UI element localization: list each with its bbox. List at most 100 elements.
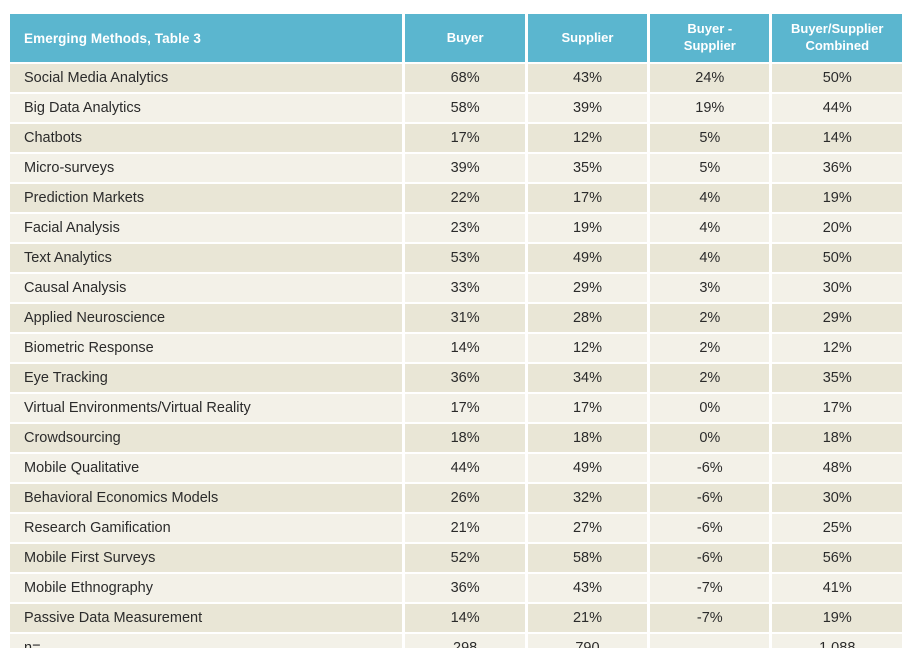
value-cell: 19%: [650, 94, 770, 122]
table-row: Virtual Environments/Virtual Reality 17% 1…: [10, 394, 902, 422]
value-cell: 17%: [527, 184, 648, 212]
value-cell: 3%: [650, 274, 770, 302]
method-cell: Behavioral Economics Models: [10, 484, 403, 512]
method-cell: Research Gamification: [10, 514, 403, 542]
value-cell: 36%: [405, 574, 525, 602]
table-row: Chatbots 17% 12% 5% 14%: [10, 124, 902, 152]
value-cell: -6%: [650, 514, 770, 542]
table-row: Applied Neuroscience 31% 28% 2% 29%: [10, 304, 902, 332]
table-row: Causal Analysis 33% 29% 3% 30%: [10, 274, 902, 302]
method-cell: n=: [10, 634, 403, 648]
value-cell: 17%: [772, 394, 902, 422]
method-cell: Chatbots: [10, 124, 403, 152]
value-cell: 18%: [772, 424, 902, 452]
table-row: Prediction Markets 22% 17% 4% 19%: [10, 184, 902, 212]
value-cell: 4%: [650, 184, 770, 212]
value-cell: 2%: [650, 334, 770, 362]
table-row: Text Analytics 53% 49% 4% 50%: [10, 244, 902, 272]
value-cell: 14%: [405, 334, 525, 362]
value-cell: 17%: [527, 394, 648, 422]
table-row: Mobile Ethnography 36% 43% -7% 41%: [10, 574, 902, 602]
value-cell: 298: [405, 634, 525, 648]
value-cell: 17%: [405, 124, 525, 152]
value-cell: 18%: [405, 424, 525, 452]
table-title: Emerging Methods, Table 3: [10, 14, 403, 62]
value-cell: 48%: [772, 454, 902, 482]
value-cell: 21%: [405, 514, 525, 542]
method-cell: Passive Data Measurement: [10, 604, 403, 632]
value-cell: 49%: [527, 454, 648, 482]
value-cell: 41%: [772, 574, 902, 602]
value-cell: 22%: [405, 184, 525, 212]
value-cell: 36%: [405, 364, 525, 392]
value-cell: 49%: [527, 244, 648, 272]
value-cell: 12%: [527, 334, 648, 362]
value-cell: 50%: [772, 244, 902, 272]
method-cell: Biometric Response: [10, 334, 403, 362]
table-body: Social Media Analytics 68% 43% 24% 50% Big Da…: [10, 64, 902, 648]
table-row: Research Gamification 21% 27% -6% 25%: [10, 514, 902, 542]
column-header-buyer-supplier-combined: Buyer/Supplier Combined: [772, 14, 902, 62]
method-cell: Virtual Environments/Virtual Reality: [10, 394, 403, 422]
value-cell: 790: [527, 634, 648, 648]
table-row: Behavioral Economics Models 26% 32% -6% 30%: [10, 484, 902, 512]
value-cell: 5%: [650, 124, 770, 152]
value-cell: 1,088: [772, 634, 902, 648]
value-cell: 58%: [405, 94, 525, 122]
method-cell: Social Media Analytics: [10, 64, 403, 92]
value-cell: 2%: [650, 304, 770, 332]
table-row: Mobile Qualitative 44% 49% -6% 48%: [10, 454, 902, 482]
value-cell: 0%: [650, 424, 770, 452]
value-cell: 34%: [527, 364, 648, 392]
value-cell: -7%: [650, 604, 770, 632]
value-cell: 58%: [527, 544, 648, 572]
method-cell: Text Analytics: [10, 244, 403, 272]
value-cell: 2%: [650, 364, 770, 392]
value-cell: 4%: [650, 244, 770, 272]
value-cell: 14%: [405, 604, 525, 632]
value-cell: [650, 634, 770, 648]
table-row: Crowdsourcing 18% 18% 0% 18%: [10, 424, 902, 452]
value-cell: 5%: [650, 154, 770, 182]
value-cell: 0%: [650, 394, 770, 422]
table-header: Emerging Methods, Table 3 Buyer Supplier…: [10, 14, 902, 62]
method-cell: Crowdsourcing: [10, 424, 403, 452]
value-cell: 12%: [772, 334, 902, 362]
value-cell: 53%: [405, 244, 525, 272]
value-cell: 68%: [405, 64, 525, 92]
value-cell: 19%: [772, 184, 902, 212]
value-cell: 19%: [527, 214, 648, 242]
emerging-methods-table: Emerging Methods, Table 3 Buyer Supplier…: [7, 12, 905, 648]
value-cell: 35%: [772, 364, 902, 392]
value-cell: 21%: [527, 604, 648, 632]
table-row: Social Media Analytics 68% 43% 24% 50%: [10, 64, 902, 92]
value-cell: 36%: [772, 154, 902, 182]
method-cell: Prediction Markets: [10, 184, 403, 212]
table-row: Biometric Response 14% 12% 2% 12%: [10, 334, 902, 362]
value-cell: 44%: [772, 94, 902, 122]
column-header-buyer-minus-supplier: Buyer - Supplier: [650, 14, 770, 62]
value-cell: 23%: [405, 214, 525, 242]
value-cell: 44%: [405, 454, 525, 482]
method-cell: Facial Analysis: [10, 214, 403, 242]
value-cell: 29%: [527, 274, 648, 302]
value-cell: 18%: [527, 424, 648, 452]
value-cell: 14%: [772, 124, 902, 152]
header-row: Emerging Methods, Table 3 Buyer Supplier…: [10, 14, 902, 62]
value-cell: 27%: [527, 514, 648, 542]
value-cell: 39%: [527, 94, 648, 122]
value-cell: 32%: [527, 484, 648, 512]
value-cell: -7%: [650, 574, 770, 602]
value-cell: 43%: [527, 64, 648, 92]
table-row: Micro-surveys 39% 35% 5% 36%: [10, 154, 902, 182]
value-cell: -6%: [650, 454, 770, 482]
value-cell: 29%: [772, 304, 902, 332]
value-cell: -6%: [650, 544, 770, 572]
table-row: Facial Analysis 23% 19% 4% 20%: [10, 214, 902, 242]
value-cell: 26%: [405, 484, 525, 512]
method-cell: Eye Tracking: [10, 364, 403, 392]
value-cell: 39%: [405, 154, 525, 182]
value-cell: 33%: [405, 274, 525, 302]
value-cell: 50%: [772, 64, 902, 92]
